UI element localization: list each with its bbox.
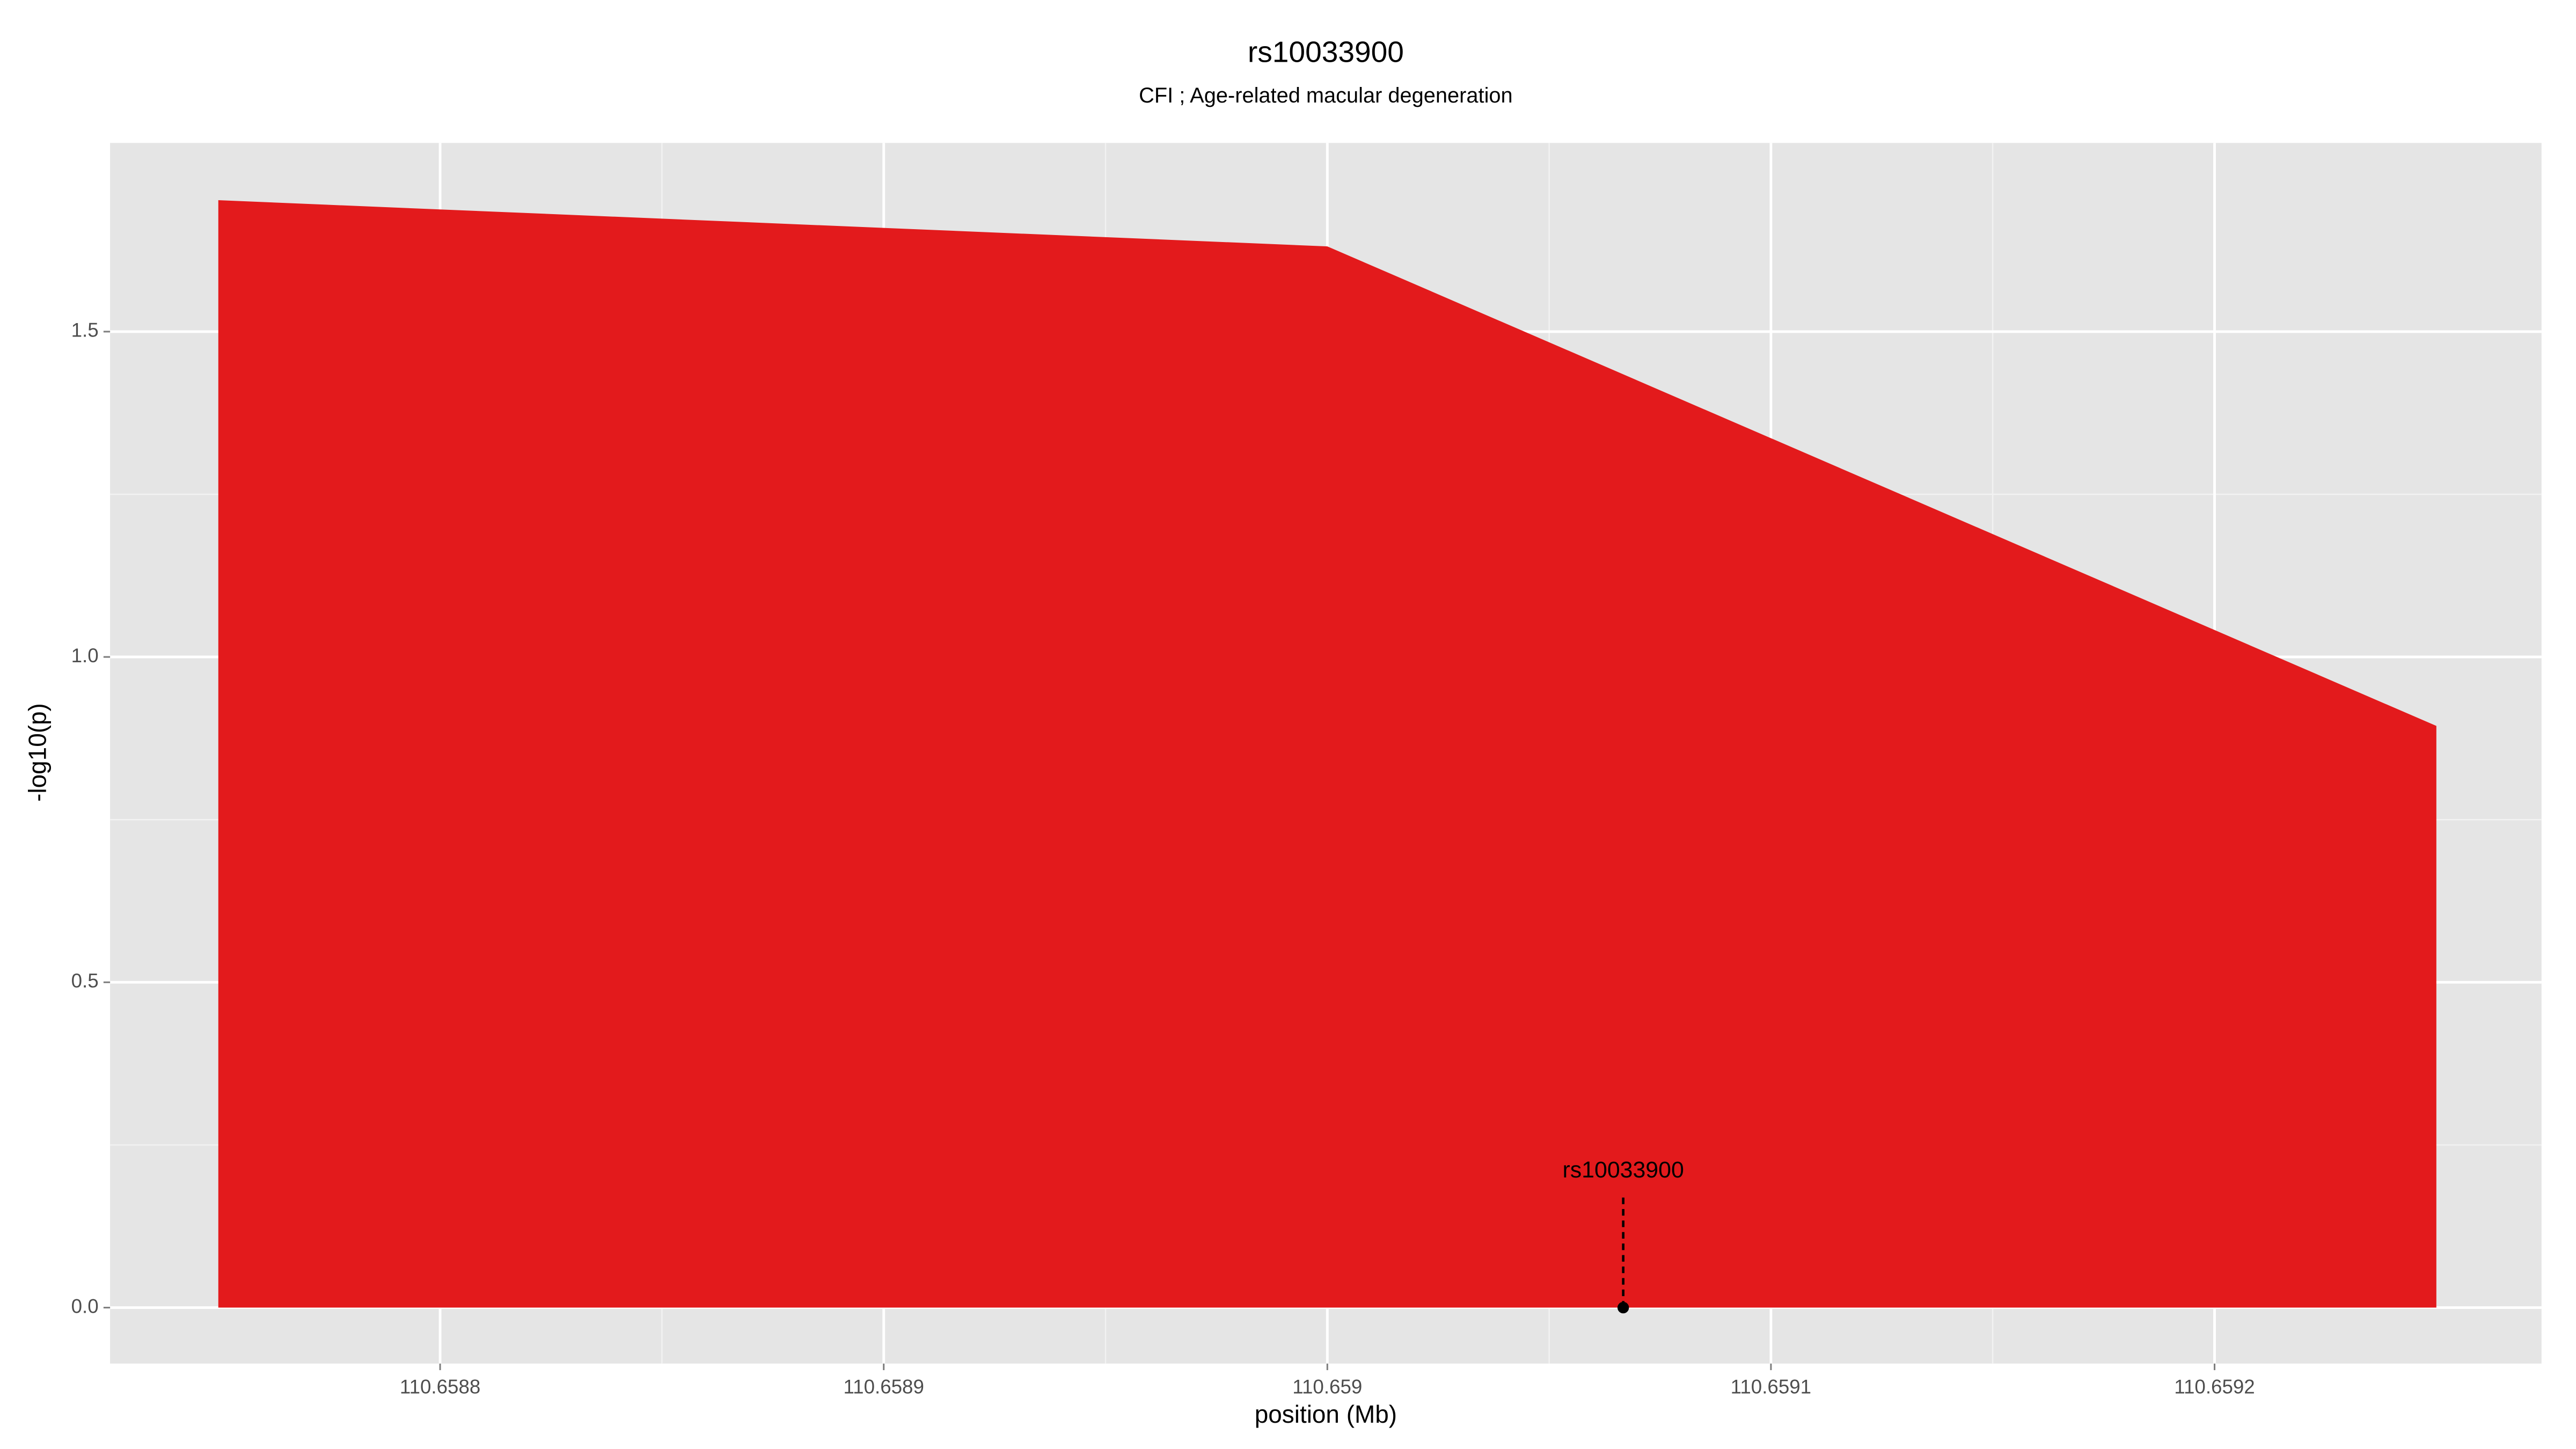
y-tick-label: 0.0 <box>71 1295 99 1317</box>
annotation-point <box>1617 1301 1629 1314</box>
x-tick-label: 110.6592 <box>2174 1375 2255 1397</box>
chart-title: rs10033900 <box>1248 35 1404 69</box>
y-tick-label: 1.5 <box>71 319 99 341</box>
x-axis-label: position (Mb) <box>1255 1400 1397 1428</box>
area <box>218 200 2436 1308</box>
x-tick-label: 110.6589 <box>843 1375 924 1397</box>
x-tick-label: 110.6588 <box>400 1375 480 1397</box>
marks: rs10033900 <box>218 200 2436 1314</box>
x-tick-label: 110.6591 <box>1731 1375 1811 1397</box>
annotation-label: rs10033900 <box>1562 1157 1684 1183</box>
x-tick-label: 110.659 <box>1292 1375 1362 1397</box>
chart-subtitle: CFI ; Age-related macular degeneration <box>1139 84 1513 107</box>
y-tick-label: 1.0 <box>71 645 99 667</box>
y-axis-label: -log10(p) <box>24 703 52 802</box>
y-tick-label: 0.5 <box>71 970 99 992</box>
